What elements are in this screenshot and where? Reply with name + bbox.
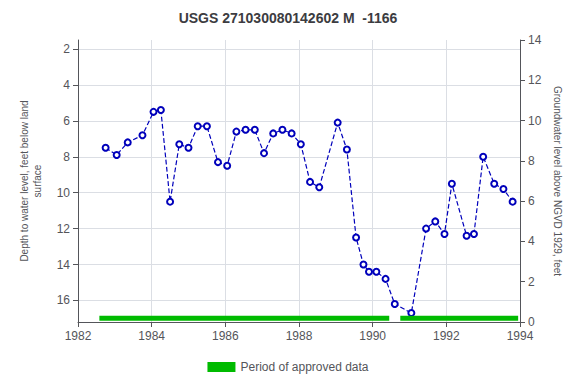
svg-text:1988: 1988 (286, 329, 313, 343)
svg-text:1992: 1992 (433, 329, 460, 343)
svg-text:6: 6 (63, 114, 70, 128)
svg-text:12: 12 (57, 222, 71, 236)
svg-text:12: 12 (528, 73, 542, 87)
svg-text:2: 2 (63, 42, 70, 56)
svg-text:1982: 1982 (65, 329, 92, 343)
svg-text:8: 8 (63, 150, 70, 164)
svg-text:8: 8 (528, 154, 535, 168)
svg-text:6: 6 (528, 194, 535, 208)
svg-text:1986: 1986 (212, 329, 239, 343)
svg-text:Period of approved data: Period of approved data (240, 360, 368, 374)
svg-text:4: 4 (63, 78, 70, 92)
svg-text:1984: 1984 (138, 329, 165, 343)
svg-text:USGS 271030080142602 M -1166: USGS 271030080142602 M -1166 (179, 10, 398, 26)
svg-text:10: 10 (528, 114, 542, 128)
svg-text:10: 10 (57, 186, 71, 200)
svg-text:16: 16 (57, 293, 71, 307)
svg-text:surface: surface (32, 164, 43, 197)
svg-text:Depth to water level, feet bel: Depth to water level, feet below land (19, 100, 30, 261)
svg-text:0: 0 (528, 315, 535, 329)
svg-text:14: 14 (57, 258, 71, 272)
svg-text:14: 14 (528, 33, 542, 47)
svg-text:4: 4 (528, 234, 535, 248)
svg-text:2: 2 (528, 275, 535, 289)
svg-text:1990: 1990 (359, 329, 386, 343)
svg-text:1994: 1994 (507, 329, 534, 343)
svg-text:Groundwater level above NGVD 1: Groundwater level above NGVD 1929, feet (552, 86, 563, 276)
